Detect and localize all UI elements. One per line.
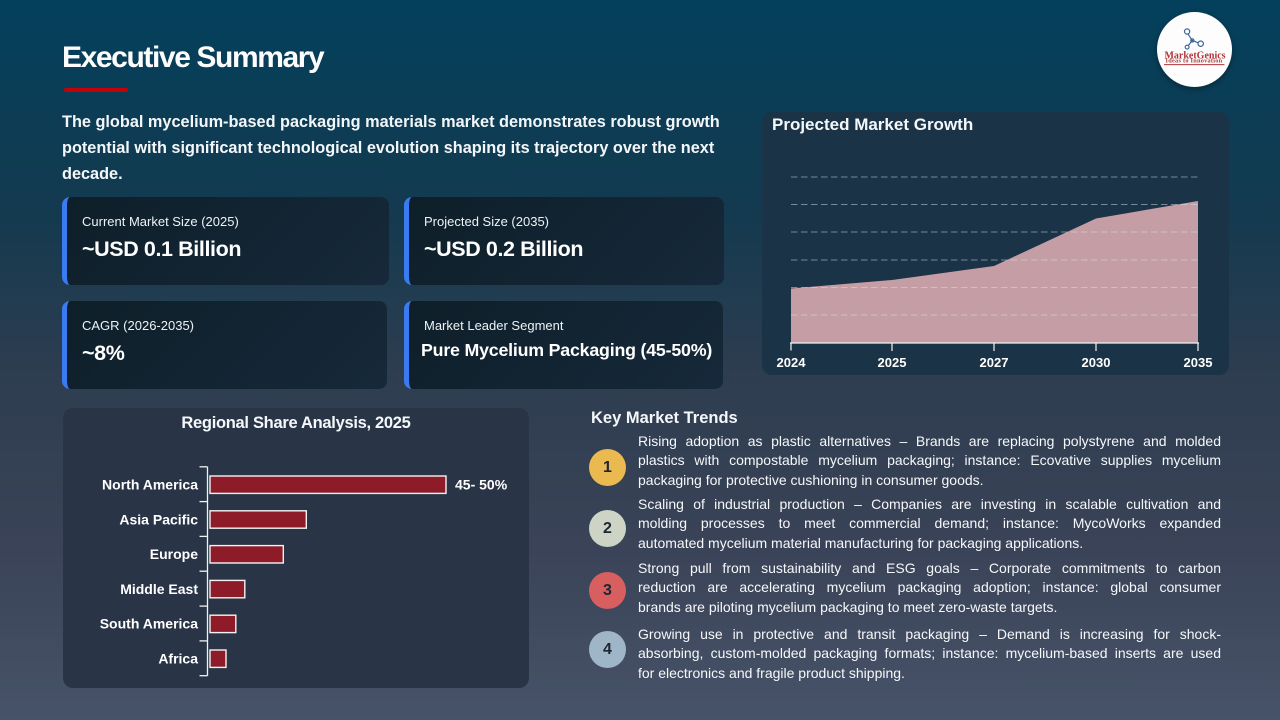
svg-text:2027: 2027 — [980, 355, 1009, 370]
svg-text:Europe: Europe — [150, 546, 198, 562]
svg-text:Asia Pacific: Asia Pacific — [119, 511, 198, 527]
svg-text:2035: 2035 — [1184, 355, 1213, 370]
svg-text:South America: South America — [100, 616, 198, 632]
svg-text:2030: 2030 — [1082, 355, 1111, 370]
svg-text:45- 50%: 45- 50% — [455, 477, 508, 493]
svg-text:Africa: Africa — [158, 651, 198, 667]
svg-text:2025: 2025 — [878, 355, 907, 370]
svg-text:Ideas to Innovation: Ideas to Innovation — [1166, 58, 1223, 65]
svg-text:North America: North America — [102, 477, 198, 493]
svg-text:Middle East: Middle East — [120, 581, 198, 597]
svg-text:2024: 2024 — [777, 355, 807, 370]
svg-text:MarketGenics: MarketGenics — [1164, 50, 1225, 61]
